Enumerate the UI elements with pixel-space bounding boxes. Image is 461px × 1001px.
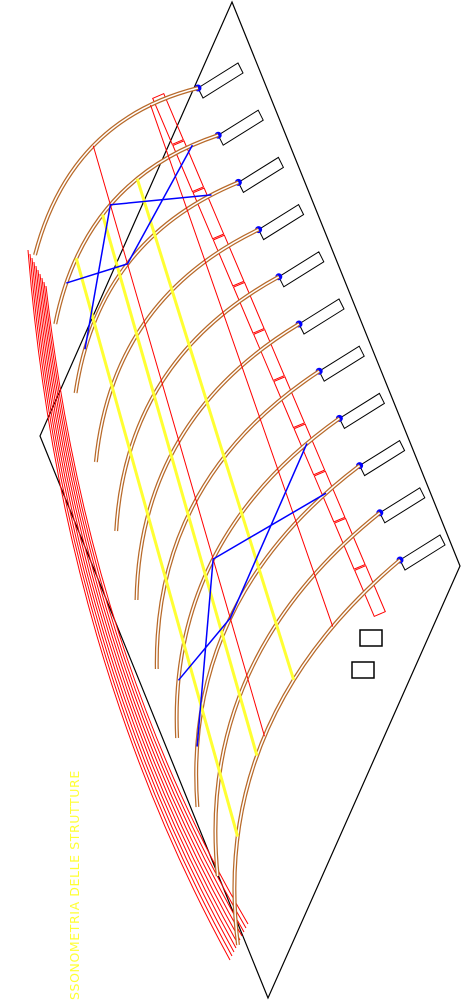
- column: [192, 187, 225, 240]
- footing: [318, 345, 365, 382]
- purlin: [135, 178, 296, 681]
- roof-rib: [31, 257, 235, 953]
- bracing: [212, 492, 327, 560]
- bracing: [66, 263, 128, 284]
- roof-rib: [37, 269, 241, 941]
- column: [354, 564, 386, 618]
- footing: [257, 203, 305, 241]
- roof-rib: [35, 265, 239, 945]
- footing: [278, 251, 325, 288]
- footing: [237, 156, 285, 194]
- bracing: [196, 559, 214, 747]
- window: [359, 629, 383, 647]
- footing: [379, 487, 426, 524]
- bracing: [84, 204, 112, 350]
- roof-rib: [39, 273, 243, 937]
- bracing: [229, 443, 308, 619]
- beam: [92, 145, 265, 737]
- bracing: [177, 617, 231, 681]
- footing: [399, 534, 446, 571]
- bracing: [110, 194, 212, 206]
- roof-rib: [33, 261, 237, 949]
- bracing: [126, 144, 194, 265]
- window: [351, 661, 375, 679]
- base-plate: [39, 0, 461, 1000]
- beam: [150, 104, 334, 627]
- footing: [217, 109, 264, 146]
- structure: [27, 62, 446, 961]
- drawing-title: SSONOMETRIA DELLE STRUTTURE: [67, 770, 82, 1000]
- footing: [298, 298, 345, 335]
- column: [212, 234, 245, 287]
- footing: [358, 439, 406, 477]
- roof-rib: [45, 285, 249, 925]
- column: [253, 328, 285, 382]
- column: [333, 517, 366, 570]
- roof-rib: [27, 249, 231, 961]
- purlin: [74, 257, 240, 837]
- roof-rib: [43, 281, 247, 929]
- arch-inner: [175, 417, 340, 739]
- arch: [174, 416, 341, 739]
- column: [313, 470, 346, 523]
- footing: [338, 392, 386, 430]
- column: [172, 140, 205, 193]
- column: [232, 281, 265, 334]
- purlin: [101, 214, 259, 757]
- roof-rib: [29, 253, 233, 957]
- column: [152, 92, 184, 146]
- footing: [197, 62, 244, 99]
- roof-rib: [41, 277, 245, 933]
- column: [273, 376, 306, 429]
